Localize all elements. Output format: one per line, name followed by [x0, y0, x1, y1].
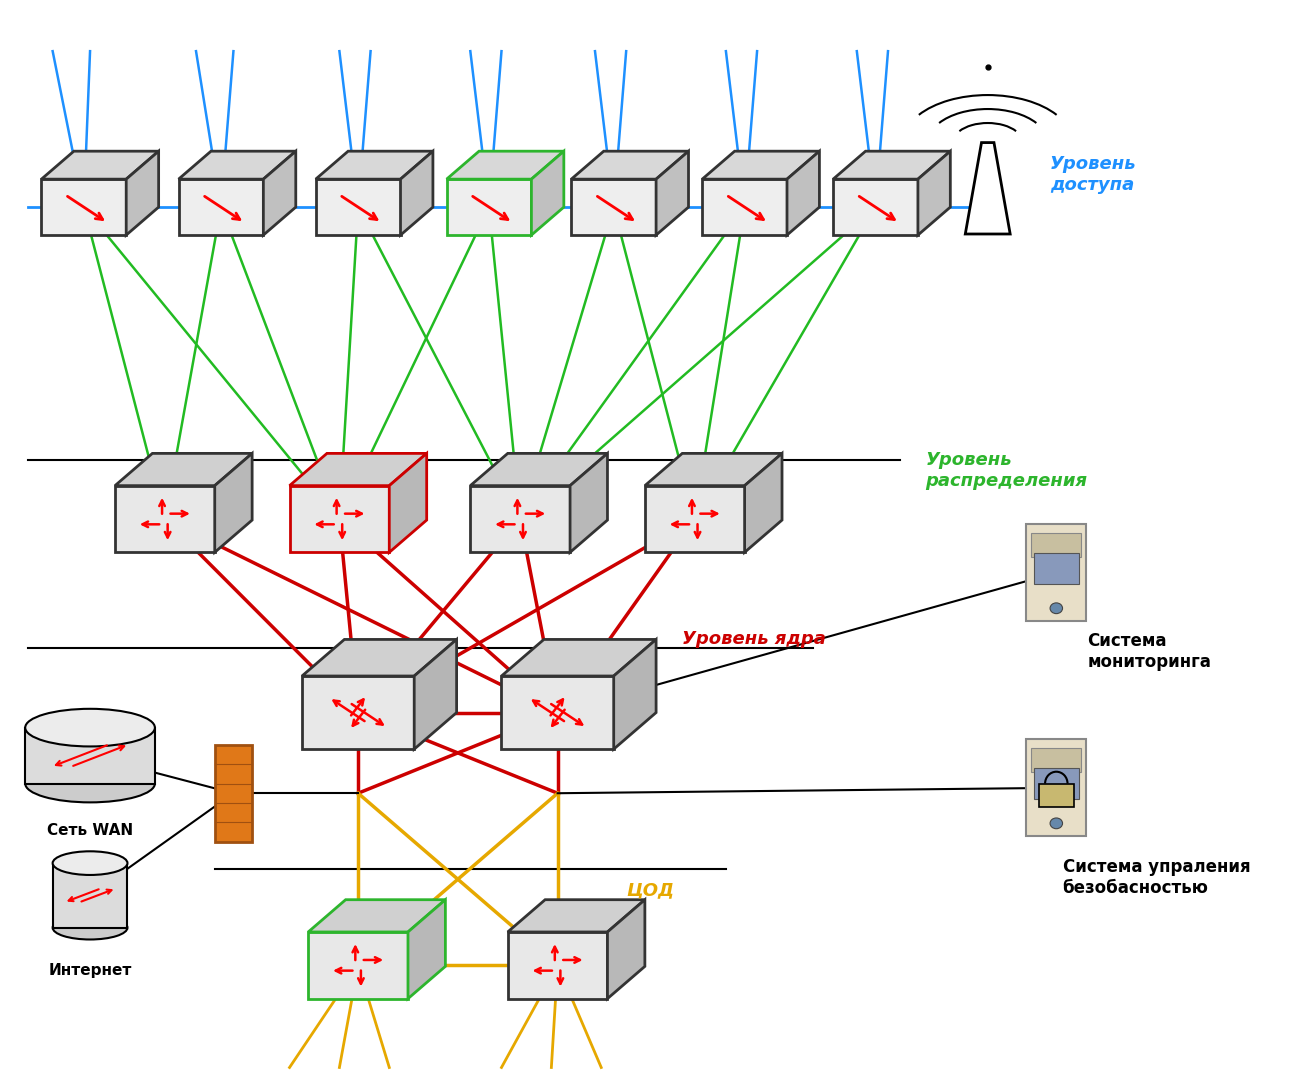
Polygon shape: [302, 640, 457, 676]
Polygon shape: [302, 676, 414, 749]
Polygon shape: [289, 485, 390, 552]
Polygon shape: [414, 640, 457, 749]
Text: Система
мониторинга: Система мониторинга: [1087, 632, 1211, 670]
Ellipse shape: [53, 852, 128, 875]
Polygon shape: [214, 453, 252, 552]
Bar: [1027, 739, 1086, 837]
Ellipse shape: [26, 764, 155, 802]
Polygon shape: [400, 151, 433, 235]
Bar: [1027, 524, 1086, 622]
Text: ЦОД: ЦОД: [626, 881, 675, 899]
Polygon shape: [115, 453, 252, 485]
Bar: [1032, 748, 1081, 772]
Polygon shape: [471, 453, 608, 485]
Polygon shape: [702, 179, 787, 235]
Polygon shape: [308, 932, 408, 999]
Polygon shape: [570, 453, 608, 552]
Circle shape: [1050, 603, 1063, 614]
Text: Уровень
распределения: Уровень распределения: [925, 451, 1087, 490]
Polygon shape: [41, 151, 159, 179]
Polygon shape: [645, 485, 744, 552]
Bar: [53, 863, 128, 927]
Circle shape: [1050, 818, 1063, 829]
Polygon shape: [508, 932, 608, 999]
Polygon shape: [126, 151, 159, 235]
Bar: [26, 728, 155, 784]
Polygon shape: [178, 151, 295, 179]
Polygon shape: [178, 179, 263, 235]
Ellipse shape: [26, 709, 155, 747]
Polygon shape: [390, 453, 427, 552]
Polygon shape: [657, 151, 689, 235]
Polygon shape: [508, 899, 645, 932]
Polygon shape: [965, 143, 1010, 233]
Bar: [1033, 769, 1078, 799]
Polygon shape: [446, 151, 564, 179]
Text: Уровень
доступа: Уровень доступа: [1050, 156, 1136, 195]
Polygon shape: [787, 151, 819, 235]
Bar: [1032, 533, 1081, 557]
Polygon shape: [316, 179, 400, 235]
Polygon shape: [645, 453, 782, 485]
Text: Уровень ядра: Уровень ядра: [682, 630, 826, 649]
Polygon shape: [702, 151, 819, 179]
Polygon shape: [446, 179, 531, 235]
Polygon shape: [502, 640, 657, 676]
Polygon shape: [614, 640, 657, 749]
Polygon shape: [531, 151, 564, 235]
Polygon shape: [918, 151, 951, 235]
Ellipse shape: [53, 916, 128, 939]
Polygon shape: [833, 151, 951, 179]
Polygon shape: [41, 179, 126, 235]
Polygon shape: [115, 485, 214, 552]
Bar: [1033, 553, 1078, 584]
Polygon shape: [316, 151, 433, 179]
Text: Система упраления
безобасностью: Система упраления безобасностью: [1063, 857, 1250, 896]
Polygon shape: [471, 485, 570, 552]
Text: Интернет: Интернет: [48, 963, 132, 978]
Polygon shape: [571, 179, 657, 235]
Polygon shape: [263, 151, 295, 235]
Polygon shape: [502, 676, 614, 749]
Polygon shape: [308, 899, 445, 932]
Polygon shape: [608, 899, 645, 999]
Polygon shape: [408, 899, 445, 999]
Polygon shape: [833, 179, 918, 235]
Polygon shape: [289, 453, 427, 485]
Polygon shape: [571, 151, 689, 179]
Bar: [214, 745, 252, 842]
Text: Сеть WAN: Сеть WAN: [46, 824, 133, 839]
Bar: [1038, 784, 1073, 808]
Polygon shape: [744, 453, 782, 552]
